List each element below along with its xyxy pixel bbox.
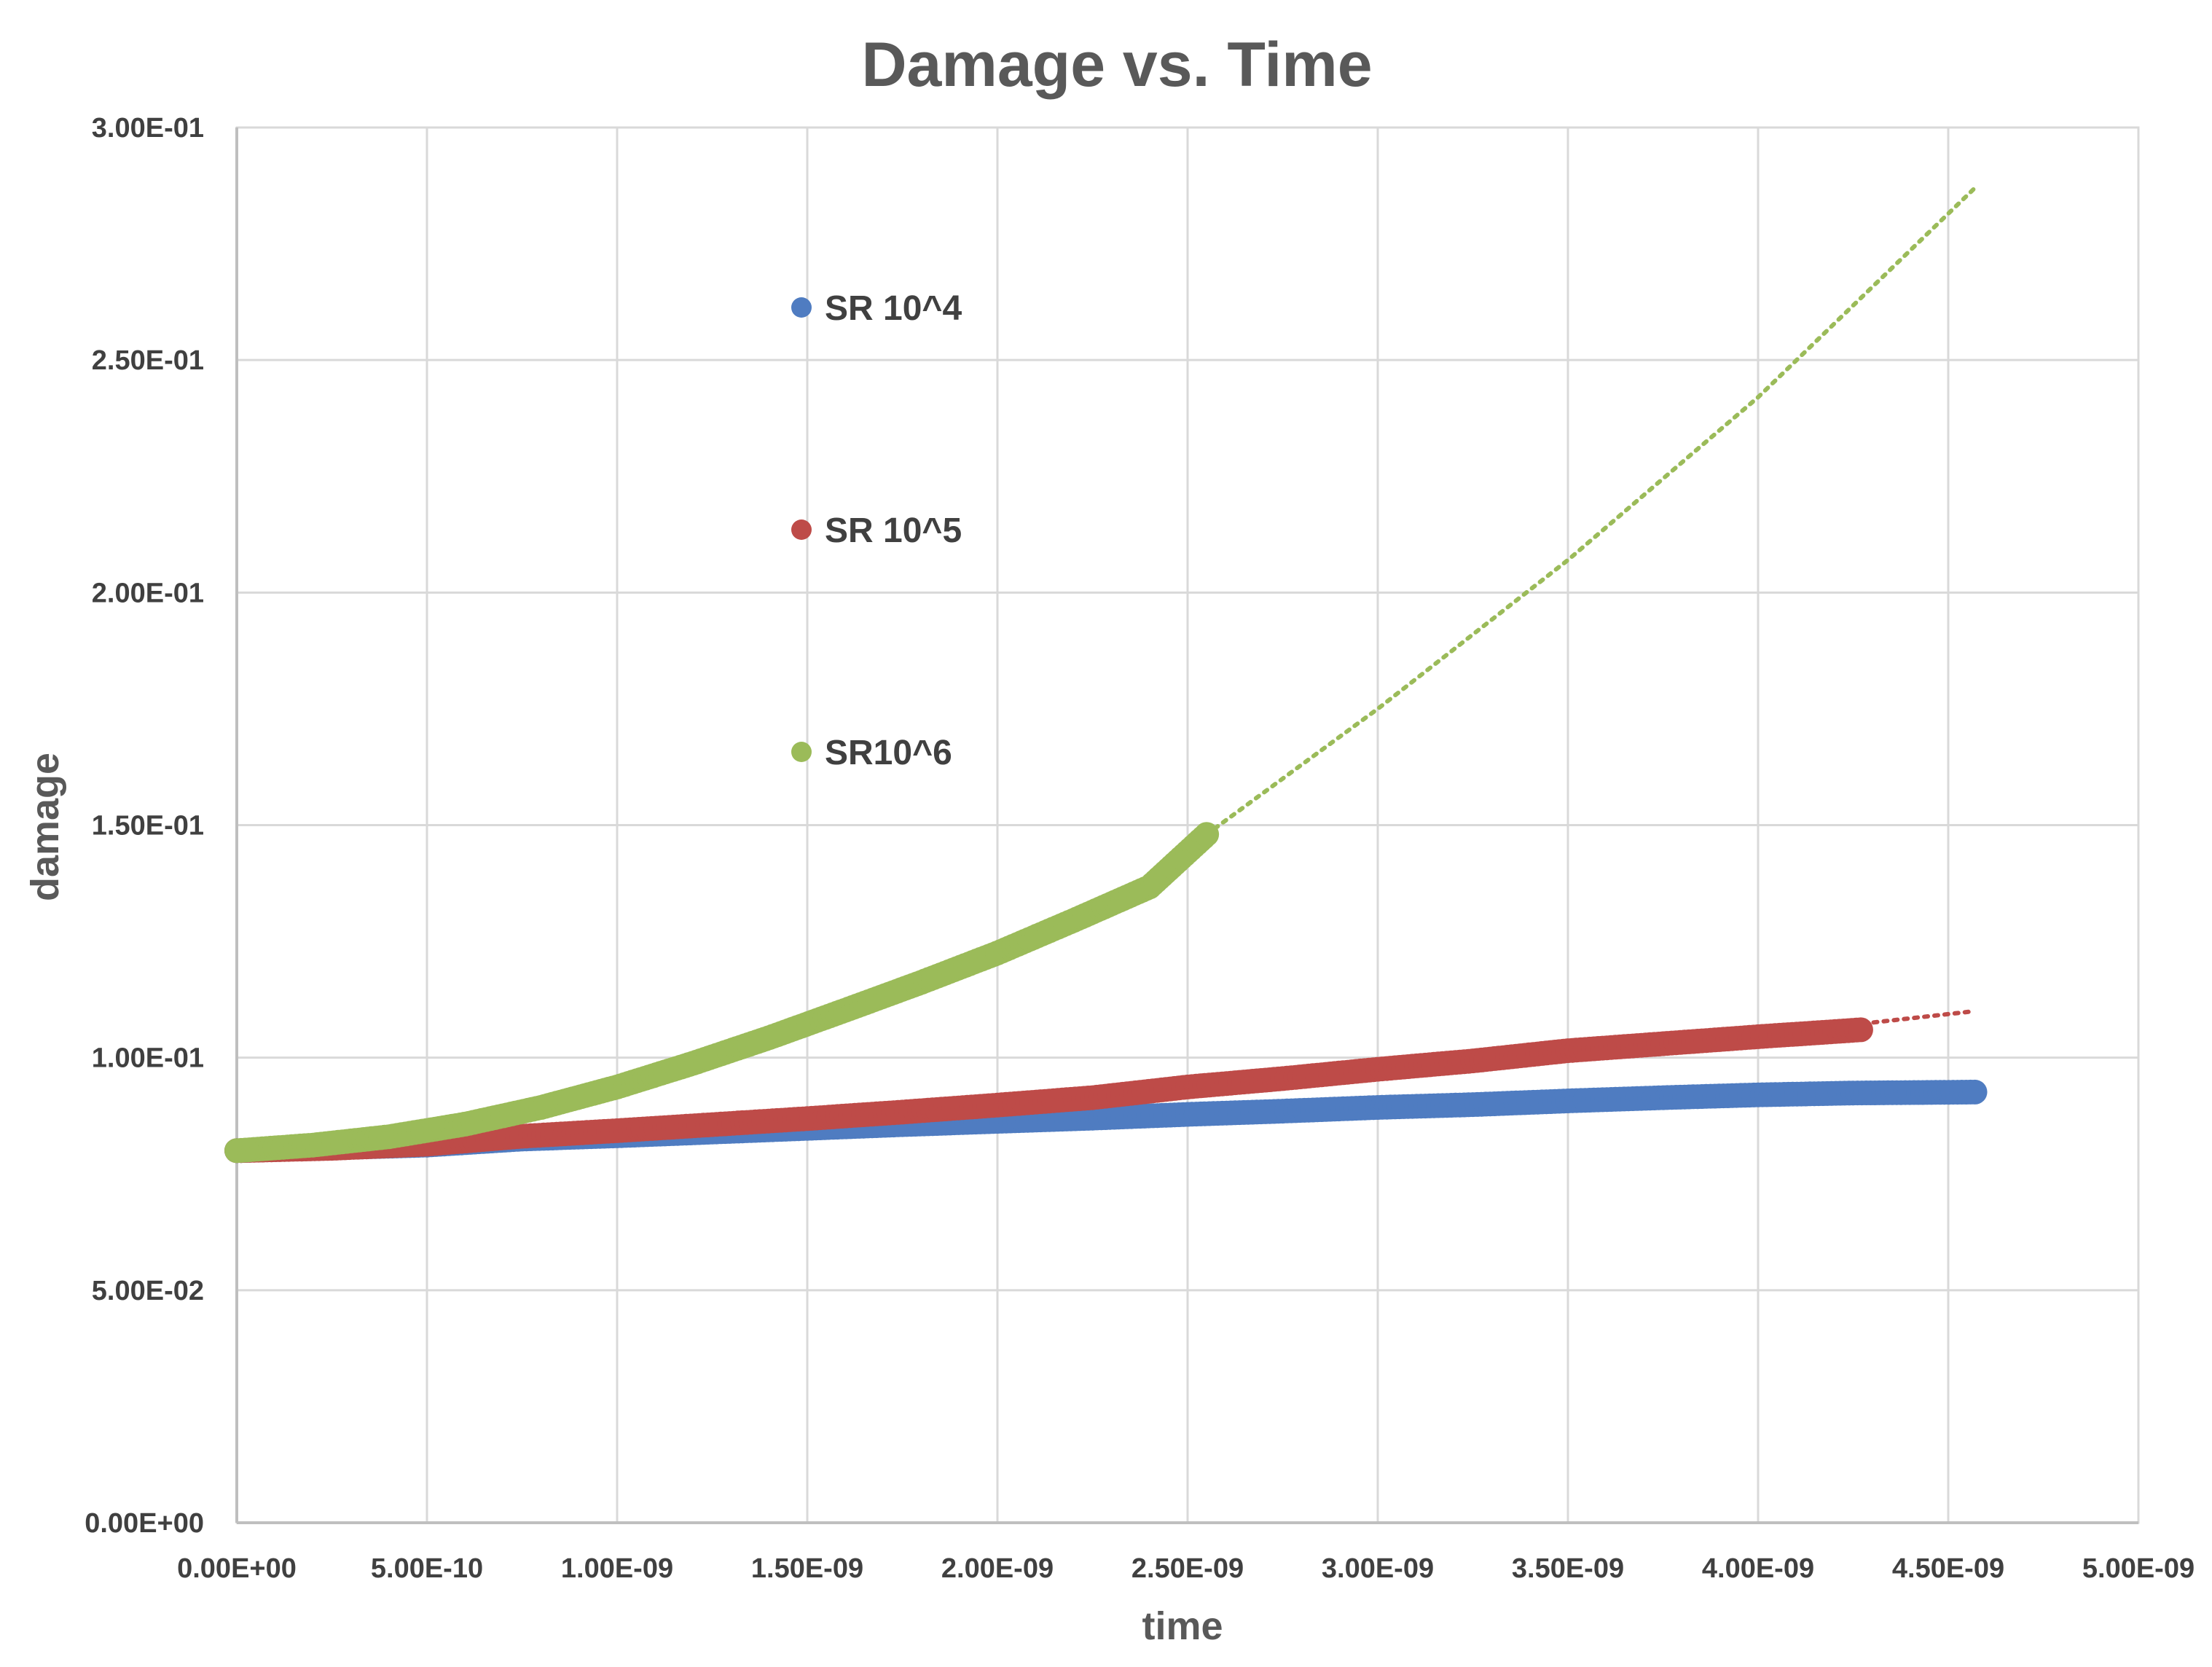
y-tick-label: 2.00E-01 bbox=[92, 578, 204, 608]
y-axis-title: damage bbox=[23, 753, 67, 901]
y-axis-tick-labels: 0.00E+00 5.00E-02 1.00E-01 1.50E-01 2.00E-01… bbox=[85, 113, 204, 1539]
data-point bbox=[1194, 822, 1220, 847]
legend-marker bbox=[791, 297, 812, 318]
legend-marker bbox=[791, 742, 812, 762]
x-tick-label: 4.50E-09 bbox=[1892, 1553, 2004, 1584]
x-tick-label: 4.00E-09 bbox=[1702, 1553, 1814, 1584]
legend-label: SR 10^5 bbox=[825, 511, 962, 550]
x-tick-label: 3.00E-09 bbox=[1322, 1553, 1434, 1584]
data-point bbox=[1962, 1079, 1988, 1105]
legend-item: SR 10^5 bbox=[791, 511, 962, 550]
x-axis-tick-labels: 0.00E+00 5.00E-10 1.00E-09 1.50E-09 2.00E-09… bbox=[177, 1553, 2195, 1584]
x-axis-title: time bbox=[1142, 1604, 1223, 1648]
legend-marker bbox=[791, 519, 812, 540]
gridlines bbox=[235, 126, 2140, 1524]
legend: SR 10^4 SR 10^5 SR10^6 bbox=[791, 289, 962, 772]
data-points bbox=[224, 822, 1988, 1164]
x-tick-label: 5.00E-09 bbox=[2082, 1553, 2195, 1584]
x-tick-label: 0.00E+00 bbox=[177, 1553, 297, 1584]
x-tick-label: 1.00E-09 bbox=[561, 1553, 673, 1584]
y-tick-label: 1.00E-01 bbox=[92, 1043, 204, 1074]
legend-item: SR10^6 bbox=[791, 734, 952, 772]
x-tick-label: 1.50E-09 bbox=[751, 1553, 863, 1584]
chart-title: Damage vs. Time bbox=[861, 30, 1372, 100]
y-tick-label: 3.00E-01 bbox=[92, 113, 204, 144]
x-tick-label: 2.50E-09 bbox=[1132, 1553, 1244, 1584]
x-tick-label: 2.00E-09 bbox=[941, 1553, 1054, 1584]
legend-item: SR 10^4 bbox=[791, 289, 962, 328]
y-tick-label: 0.00E+00 bbox=[85, 1508, 204, 1539]
y-tick-label: 1.50E-01 bbox=[92, 811, 204, 842]
legend-label: SR10^6 bbox=[825, 734, 952, 772]
series-2 bbox=[224, 822, 1220, 1164]
x-tick-label: 3.50E-09 bbox=[1512, 1553, 1624, 1584]
data-point bbox=[1848, 1017, 1873, 1043]
y-tick-label: 5.00E-02 bbox=[92, 1276, 204, 1306]
legend-label: SR 10^4 bbox=[825, 289, 962, 328]
y-tick-label: 2.50E-01 bbox=[92, 345, 204, 376]
trendline bbox=[1204, 186, 1977, 837]
x-tick-label: 5.00E-10 bbox=[371, 1553, 483, 1584]
